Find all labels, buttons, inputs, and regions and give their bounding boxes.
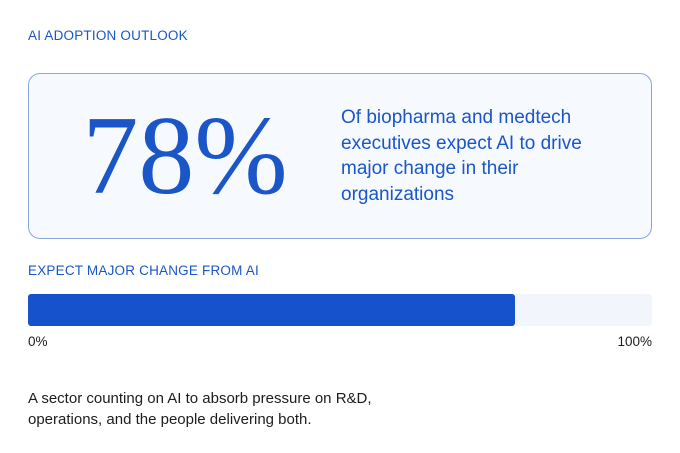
bar bbox=[28, 294, 515, 326]
footnote: A sector counting on AI to absorb pressu… bbox=[28, 390, 372, 428]
x-tick-label: 0% bbox=[28, 334, 48, 349]
axis-label: EXPECT MAJOR CHANGE FROM AI bbox=[28, 263, 259, 278]
stat-card bbox=[28, 73, 652, 239]
headline-value: 78% bbox=[82, 94, 288, 218]
description: Of biopharma and medtech executives expe… bbox=[341, 107, 582, 205]
bar-track bbox=[28, 294, 652, 326]
title: AI ADOPTION OUTLOOK bbox=[28, 28, 188, 43]
x-tick-label: 100% bbox=[617, 334, 652, 349]
